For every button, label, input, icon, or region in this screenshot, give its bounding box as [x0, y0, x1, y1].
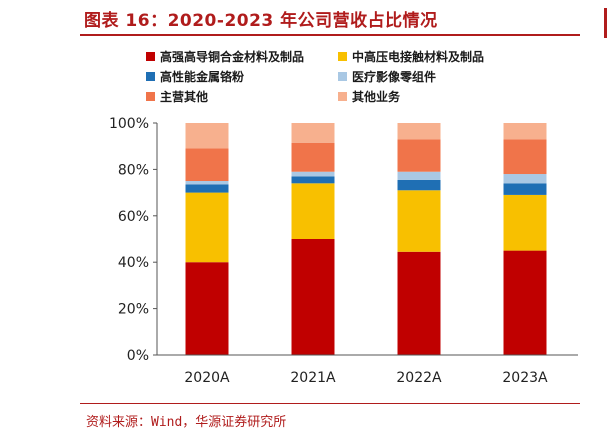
bar-segment: [504, 174, 547, 183]
bar-segment: [398, 180, 441, 190]
x-tick-label: 2023A: [502, 370, 548, 386]
bar-segment: [292, 183, 335, 239]
y-tick-label: 100%: [109, 116, 149, 132]
footer-divider: [80, 403, 580, 404]
bar-segment: [292, 123, 335, 143]
bar-segment: [292, 143, 335, 172]
bar-segment: [504, 195, 547, 251]
bar-segment: [186, 149, 229, 181]
bar-segment: [398, 252, 441, 355]
y-tick-label: 0%: [127, 348, 149, 364]
bar-segment: [398, 190, 441, 251]
bar-segment: [504, 183, 547, 195]
x-tick-label: 2022A: [396, 370, 442, 386]
x-tick-label: 2021A: [290, 370, 336, 386]
bar-segment: [292, 239, 335, 355]
bar-segment: [504, 251, 547, 355]
bar-segment: [186, 193, 229, 263]
bar-segment: [292, 172, 335, 177]
bar-segment: [398, 139, 441, 171]
y-tick-label: 80%: [118, 162, 149, 178]
bar-segment: [186, 262, 229, 355]
bar-segment: [186, 181, 229, 184]
bar-segment: [186, 184, 229, 192]
y-tick-label: 20%: [118, 302, 149, 318]
y-tick-label: 60%: [118, 209, 149, 225]
bar-segment: [292, 176, 335, 183]
x-tick-label: 2020A: [184, 370, 230, 386]
bar-segment: [504, 123, 547, 139]
bar-segment: [186, 123, 229, 149]
y-tick-label: 40%: [118, 255, 149, 271]
source-note: 资料来源：Wind，华源证券研究所: [86, 411, 286, 430]
bar-segment: [398, 123, 441, 139]
bar-segment: [398, 172, 441, 180]
bar-segment: [504, 139, 547, 174]
